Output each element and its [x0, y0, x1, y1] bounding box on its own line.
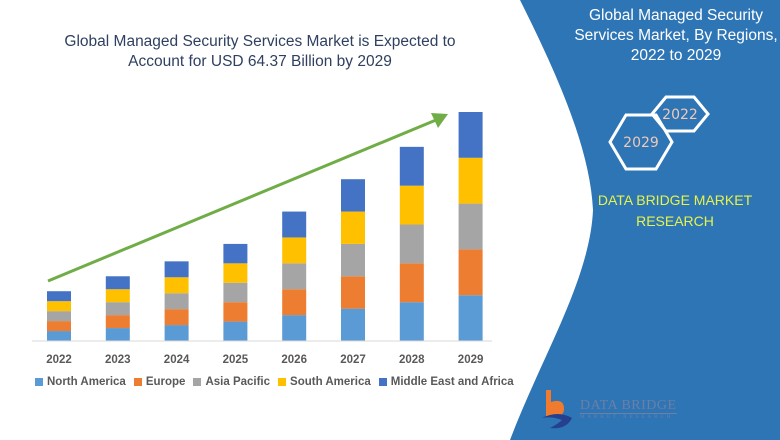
bar-segment-2024-asia-pacific [164, 293, 189, 310]
x-tick-label-2023: 2023 [105, 354, 131, 366]
trend-arrow [47, 113, 448, 283]
hexagon-2029: 2029 [608, 113, 674, 171]
bar-segment-2025-middle-east-and-africa [223, 243, 248, 264]
hexagon-2022-label: 2022 [662, 107, 698, 123]
legend-label: Middle East and Africa [390, 376, 514, 388]
bar-segment-2022-south-america [47, 301, 71, 312]
bar-segment-2028-middle-east-and-africa [399, 146, 424, 186]
bar-segment-2026-europe [282, 289, 307, 316]
legend-item-europe: Europe [133, 376, 186, 388]
legend-swatch [378, 378, 387, 386]
bar-segment-2022-north-america [47, 331, 71, 341]
bar-segment-2024-middle-east-and-africa [164, 261, 189, 278]
legend-item-north-america: North America [35, 376, 126, 388]
bar-segment-2024-north-america [164, 325, 189, 341]
brand-text: DATA BRIDGE MARKET RESEARCH [597, 192, 753, 229]
legend-label: Asia Pacific [205, 376, 271, 388]
x-tick-label-2028: 2028 [399, 354, 425, 366]
chart-legend: North America Europe Asia Pacific South Ame… [35, 376, 514, 388]
x-tick-label-2026: 2026 [281, 354, 307, 366]
legend-label: Europe [145, 376, 186, 388]
bar-segment-2029-middle-east-and-africa [458, 112, 483, 158]
bar-segment-2029-north-america [458, 295, 483, 341]
x-tick-label-2024: 2024 [164, 354, 190, 366]
bar-segment-2028-asia-pacific [399, 224, 424, 264]
bar-segment-2025-europe [223, 302, 248, 322]
trend-arrow-head [431, 113, 448, 128]
bar-segment-2029-south-america [458, 157, 483, 204]
bar-segment-2027-europe [341, 276, 365, 309]
company-logo: DATA BRIDGE MARKET RESEARCH [540, 388, 677, 432]
legend-item-asia-pacific: Asia Pacific [193, 376, 270, 388]
legend-label: South America [290, 376, 371, 388]
bar-segment-2029-asia-pacific [458, 203, 483, 250]
legend-item-middle-east-and-africa: Middle East and Africa [378, 376, 514, 388]
bar-segment-2023-south-america [105, 289, 130, 303]
bar-segment-2027-south-america [341, 211, 365, 244]
bar-segment-2028-south-america [399, 185, 424, 225]
x-tick-label-2029: 2029 [458, 354, 484, 366]
legend-swatch [35, 378, 43, 386]
bar-segment-2023-asia-pacific [105, 302, 130, 316]
legend-swatch [193, 378, 202, 386]
legend-label: North America [47, 376, 126, 388]
bars-group [47, 112, 483, 341]
bar-segment-2026-asia-pacific [282, 263, 307, 290]
side-panel-title: Global Managed Security Services Market,… [574, 7, 778, 64]
x-ticks-group: 2022 2023 2024 2025 2026 2027 2028 2029 [46, 354, 483, 366]
legend-swatch [278, 378, 287, 386]
legend-swatch [133, 378, 142, 386]
logo-main-text: DATA BRIDGE [580, 397, 677, 414]
side-panel-background [510, 0, 780, 440]
bar-segment-2027-asia-pacific [341, 243, 365, 277]
logo-b-icon [542, 390, 572, 429]
chart-title: Global Managed Security Services Market … [64, 33, 456, 70]
x-tick-label-2025: 2025 [223, 354, 249, 366]
bar-segment-2023-middle-east-and-africa [105, 276, 130, 290]
bar-segment-2029-europe [458, 249, 483, 296]
bar-segment-2023-europe [105, 315, 130, 329]
bar-segment-2022-europe [47, 321, 71, 332]
hexagon-2029-label: 2029 [623, 135, 659, 151]
x-tick-label-2022: 2022 [46, 354, 72, 366]
legend-item-south-america: South America [278, 376, 371, 388]
bar-segment-2028-europe [399, 263, 424, 303]
bar-segment-2024-south-america [164, 277, 189, 294]
bar-segment-2022-asia-pacific [47, 311, 71, 322]
bar-segment-2025-north-america [223, 321, 248, 341]
bar-segment-2026-north-america [282, 315, 307, 341]
bar-segment-2027-middle-east-and-africa [341, 179, 365, 212]
bar-segment-2028-north-america [399, 302, 424, 341]
bar-segment-2023-north-america [105, 328, 130, 341]
bar-segment-2025-asia-pacific [223, 282, 248, 303]
logo-sub-text: MARKET RESEARCH [580, 414, 674, 420]
bar-segment-2026-middle-east-and-africa [282, 211, 307, 238]
bar-segment-2027-north-america [341, 308, 365, 341]
bar-segment-2024-europe [164, 309, 189, 326]
bar-segment-2022-middle-east-and-africa [47, 291, 71, 302]
bar-segment-2026-south-america [282, 237, 307, 264]
x-tick-label-2027: 2027 [340, 354, 366, 366]
bar-segment-2025-south-america [223, 263, 248, 283]
